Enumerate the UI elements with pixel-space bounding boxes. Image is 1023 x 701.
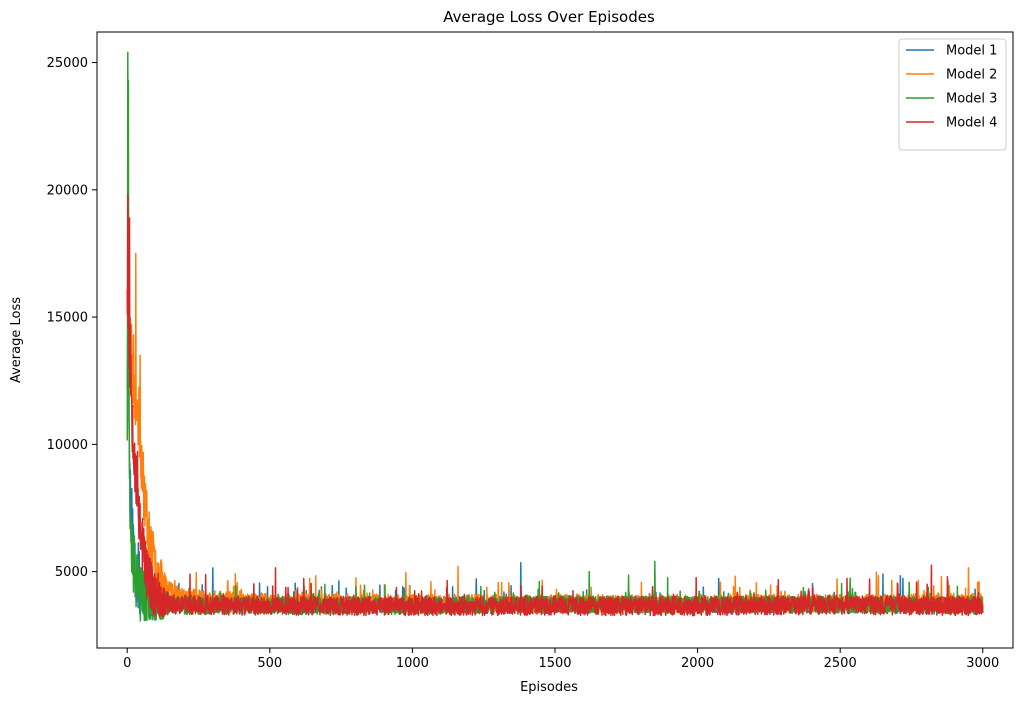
- plot-area: [96, 31, 1014, 649]
- y-tick-label: 20000: [47, 183, 88, 198]
- y-tick-label: 15000: [47, 311, 88, 326]
- series-line-model-2: [126, 252, 984, 614]
- legend-label: Model 1: [946, 44, 997, 59]
- y-tick-label: 25000: [47, 56, 88, 71]
- x-tick-label: 1500: [538, 656, 571, 671]
- legend-label: Model 2: [946, 68, 997, 83]
- x-tick-label: 3000: [966, 656, 999, 671]
- y-tick-label: 5000: [55, 565, 88, 580]
- x-axis-label: Episodes: [520, 680, 578, 695]
- legend: Model 1 Model 2 Model 3 Model 4: [898, 38, 1007, 151]
- legend-label: Model 4: [946, 116, 997, 131]
- series-layer: [126, 51, 984, 622]
- x-tick-label: 2000: [681, 656, 714, 671]
- legend-label: Model 3: [946, 92, 997, 107]
- x-tick-label: 1000: [396, 656, 429, 671]
- x-tick-label: 2500: [824, 656, 857, 671]
- y-tick-label: 10000: [47, 438, 88, 453]
- x-tick-label: 0: [123, 656, 131, 671]
- y-axis: 5000 10000 15000 20000 25000: [47, 56, 97, 580]
- series-line-model-3: [126, 51, 984, 622]
- chart-title: Average Loss Over Episodes: [443, 8, 655, 26]
- x-tick-label: 500: [257, 656, 282, 671]
- series-line-model-4: [126, 194, 984, 618]
- plot-frame: [96, 31, 1014, 649]
- x-axis: 0 500 1000 1500 2000 2500 3000: [123, 648, 999, 671]
- series-line-model-1: [126, 306, 984, 622]
- y-axis-label: Average Loss: [9, 297, 24, 383]
